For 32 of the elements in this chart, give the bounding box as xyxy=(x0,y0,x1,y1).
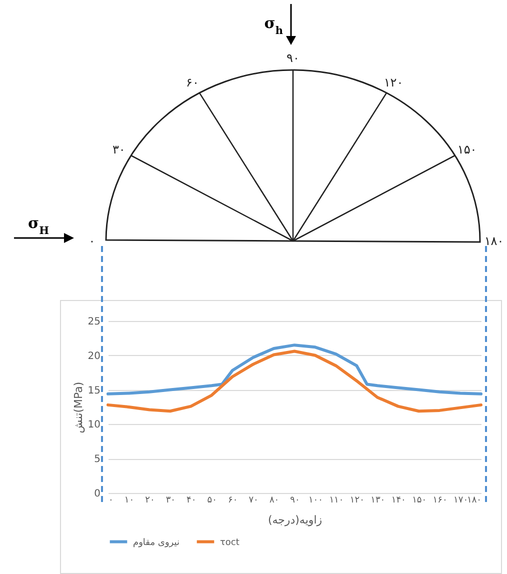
x-tick-label: ۱۰ xyxy=(124,496,134,506)
legend-label: نیروی مقاوم xyxy=(133,538,180,548)
x-tick-label: ۱۱۰ xyxy=(329,496,344,506)
x-tick-label: ۱۲۰ xyxy=(350,496,364,506)
y-tick-label: 20 xyxy=(88,350,100,362)
x-tick-label: ۱۴۰ xyxy=(391,496,406,506)
y-tick-label: 0 xyxy=(94,488,100,500)
x-tick-label: ۱۶۰ xyxy=(432,496,448,506)
x-tick-label: ۲۰ xyxy=(145,496,155,506)
y-tick-label: 10 xyxy=(88,420,100,431)
y-tick-label: 25 xyxy=(88,316,100,328)
x-axis-title: زاویه(درجه) xyxy=(268,514,322,526)
x-tick-label: ۵۰ xyxy=(207,496,217,506)
y-axis-title: تنش(MPa) xyxy=(72,382,85,434)
x-tick-label: ۹۰ xyxy=(290,496,300,506)
x-tick-label: ۶۰ xyxy=(228,496,238,506)
x-tick-label: ۱۸۰ xyxy=(466,496,482,506)
y-tick-label: 5 xyxy=(94,454,100,466)
y-tick-label: 15 xyxy=(88,385,100,396)
x-tick-label: ۱۳۰ xyxy=(370,496,386,506)
x-tick-label: ۴۰ xyxy=(186,496,196,506)
x-tick-label: ۱۰۰ xyxy=(308,496,323,506)
x-tick-label: ۱۵۰ xyxy=(412,496,427,506)
text: σ$_{h}$ xyxy=(264,14,284,37)
x-tick-label: ۳۰ xyxy=(166,496,176,506)
semicircle-diagram: ۰ ۳۰ ۶۰ ۹۰ ۱۲۰ ۱۵۰ ۱۸۰ xyxy=(88,51,504,248)
x-tick-label: ۰ xyxy=(108,496,114,506)
text: σ$_{H}$ xyxy=(28,214,50,237)
x-tick-label: ۷۰ xyxy=(248,496,258,506)
legend-label: τoct xyxy=(220,538,240,548)
x-tick-label: ۸۰ xyxy=(269,496,280,506)
x-tick-label: ۱۷۰ xyxy=(454,496,468,506)
